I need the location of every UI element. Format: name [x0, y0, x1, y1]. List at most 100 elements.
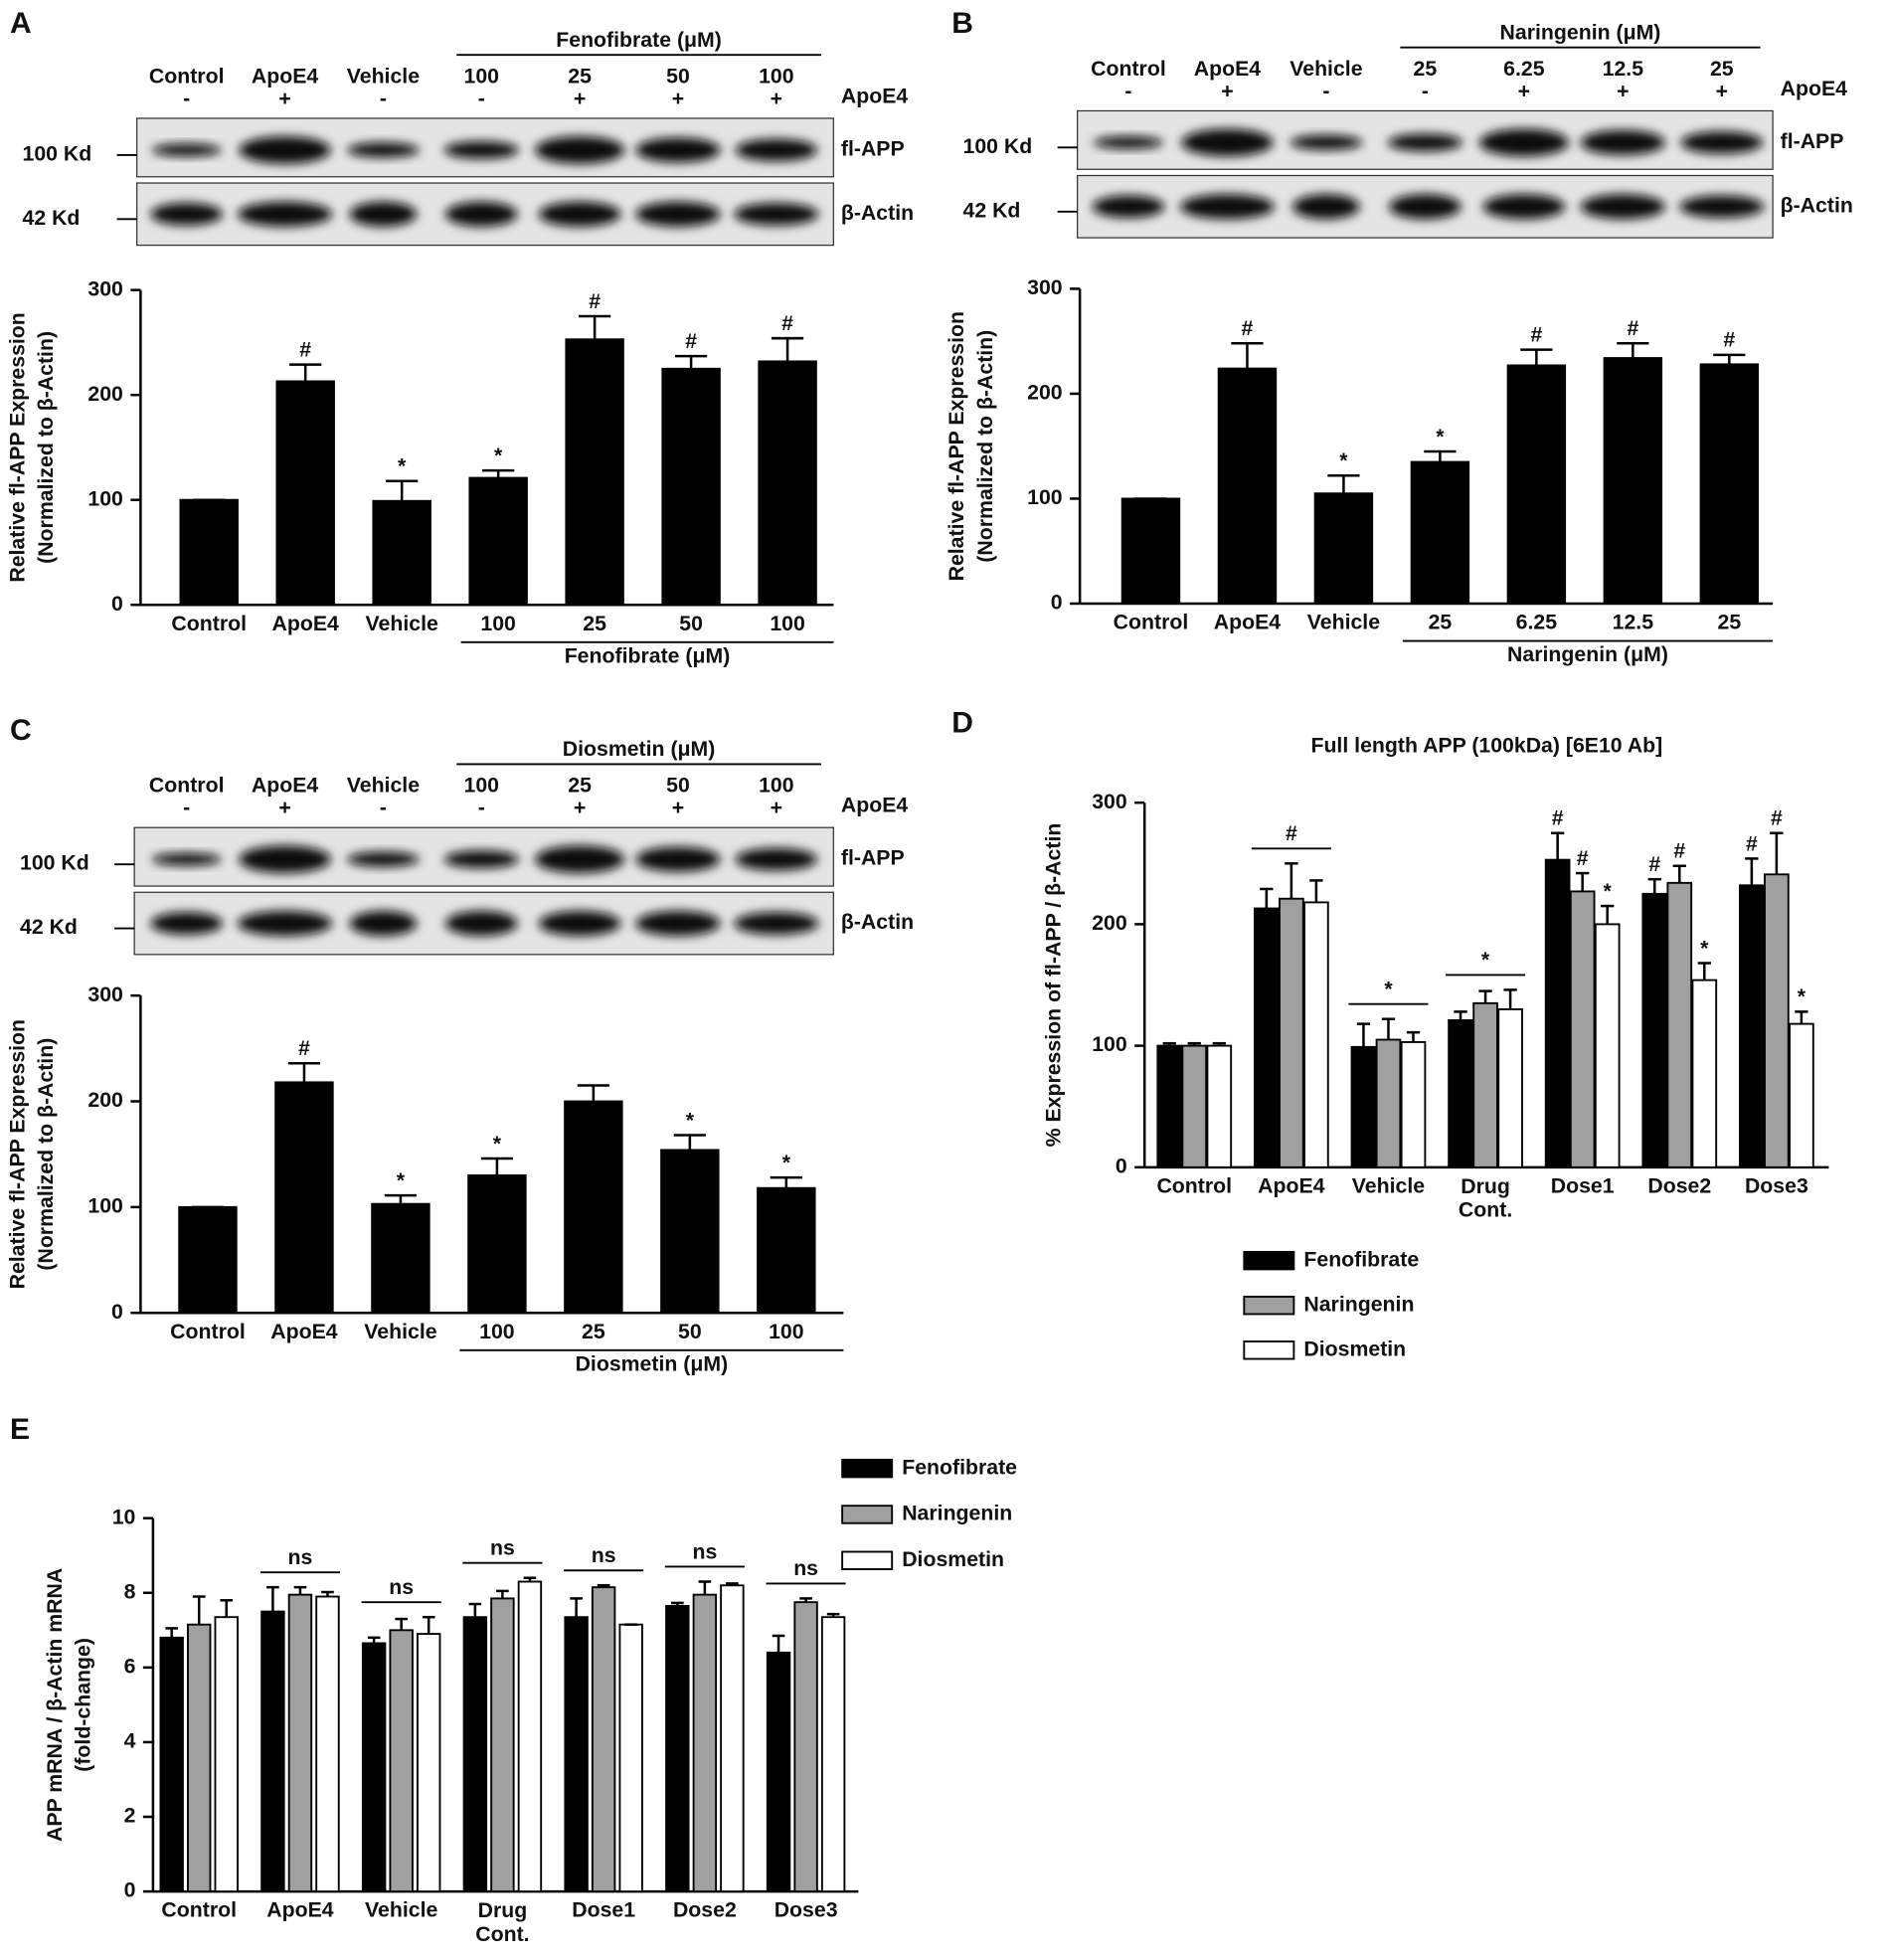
blot-band [1387, 133, 1462, 152]
bar [1699, 363, 1760, 605]
y-tick-label: 300 [87, 982, 122, 1006]
legend-swatch [1243, 1250, 1295, 1271]
x-tick-label: Vehicle [1307, 611, 1380, 634]
y-tick-label: 200 [87, 1088, 122, 1112]
y-tick-label: 100 [1092, 1032, 1126, 1056]
size-label: 42 Kd [20, 915, 78, 939]
x-tick-label: Vehicle [365, 1898, 437, 1922]
blot-band [1580, 129, 1665, 155]
blot-band [538, 201, 621, 227]
panel-letter: B [951, 7, 973, 40]
bar [1544, 858, 1571, 1168]
bar [1313, 492, 1374, 605]
x-tick-label: Dose3 [774, 1898, 838, 1922]
bar [565, 338, 624, 607]
blot-band [635, 137, 721, 163]
x-tick-label: Control [170, 1320, 246, 1343]
x-tick-label: 100 [480, 612, 515, 635]
legend-swatch [1243, 1296, 1295, 1316]
bar [1181, 1044, 1208, 1168]
bar [660, 1149, 720, 1315]
significance-marker: * [1700, 936, 1709, 960]
legend-label: Fenofibrate [1303, 1247, 1419, 1271]
blot-band [1680, 131, 1764, 154]
significance-marker: * [1798, 984, 1806, 1008]
x-tick-label: 25 [582, 1320, 605, 1343]
y-axis-label: (Normalized to β-Actin) [34, 331, 58, 564]
bracket-label: * [1384, 978, 1393, 1001]
bracket-label: * [1481, 948, 1490, 972]
bracket-label: ns [592, 1543, 616, 1567]
x-tick-label: Dose1 [572, 1898, 635, 1922]
blot-band [635, 911, 721, 937]
bar [159, 1636, 184, 1893]
bar [462, 1616, 488, 1893]
bar [1789, 1022, 1814, 1168]
y-tick-label: 100 [87, 486, 122, 510]
lane-label: 50 [666, 64, 690, 88]
significance-marker: # [1723, 328, 1735, 352]
lane-label: 12.5 [1603, 57, 1644, 81]
y-axis-label: (Normalized to β-Actin) [973, 330, 997, 563]
lane-label: 25 [1414, 57, 1438, 81]
y-axis-label: % Expression of fl-APP / β-Actin [1042, 823, 1066, 1148]
significance-marker: # [1242, 316, 1254, 340]
x-tick-label: 50 [678, 1320, 702, 1343]
lane-label: Control [149, 64, 225, 88]
y-axis-label: (Normalized to β-Actin) [34, 1038, 58, 1271]
significance-marker: * [1436, 425, 1445, 448]
apoe4-sign: - [478, 796, 485, 819]
significance-marker: # [1552, 806, 1564, 830]
apoe4-label: ApoE4 [841, 84, 909, 107]
bar [1303, 901, 1329, 1168]
significance-marker: # [1648, 852, 1660, 876]
legend-label: Diosmetin [902, 1547, 1004, 1571]
legend-swatch [841, 1458, 894, 1479]
bar [564, 1616, 589, 1893]
y-tick-label: 0 [1116, 1154, 1127, 1177]
apoe4-sign: - [478, 87, 485, 110]
bar [1254, 907, 1280, 1168]
bar [1448, 1019, 1473, 1168]
bar [417, 1633, 441, 1893]
apoe4-sign: + [771, 87, 782, 110]
x-tick-label: Control [161, 1898, 237, 1922]
bracket-label: ns [288, 1545, 313, 1569]
significance-marker: # [1530, 322, 1542, 346]
panel-letter: D [951, 706, 973, 739]
bar [274, 1081, 334, 1315]
apoe4-sign: + [278, 796, 290, 819]
x-tick-label: Control [1114, 611, 1189, 634]
bar [517, 1580, 543, 1893]
bar [260, 1610, 285, 1893]
y-tick-label: 4 [124, 1729, 136, 1753]
blot-band [1292, 194, 1360, 220]
x-tick-label: Control [171, 612, 247, 635]
x-tick-label: ApoE4 [1214, 611, 1282, 634]
band-label: β-Actin [841, 201, 914, 225]
blot-band [735, 138, 818, 162]
treatment-label: Fenofibrate (μM) [556, 28, 722, 52]
x-tick-label: Dose1 [1551, 1173, 1615, 1197]
bar [214, 1616, 239, 1893]
blot-band [151, 143, 222, 157]
blot-band [635, 846, 721, 872]
blot-band [1482, 194, 1566, 220]
apoe4-sign: + [574, 87, 586, 110]
bar [1506, 364, 1567, 605]
x-tick-label: Vehicle [1352, 1173, 1425, 1197]
significance-marker: * [1339, 448, 1348, 472]
blot-band [347, 851, 420, 867]
blot-band [1580, 194, 1665, 220]
blot-band [734, 912, 819, 935]
bracket-label: ns [490, 1536, 515, 1560]
band-label: fl-APP [1781, 129, 1844, 153]
bar [1375, 1038, 1402, 1168]
x-tick-label: 6.25 [1516, 611, 1558, 634]
legend-swatch [1243, 1340, 1295, 1360]
size-label: 42 Kd [23, 206, 81, 230]
apoe4-sign: + [1716, 79, 1728, 102]
bar [361, 1642, 387, 1893]
blot-band [150, 912, 223, 935]
y-axis-label: Relative fl-APP Expression [5, 1019, 29, 1289]
